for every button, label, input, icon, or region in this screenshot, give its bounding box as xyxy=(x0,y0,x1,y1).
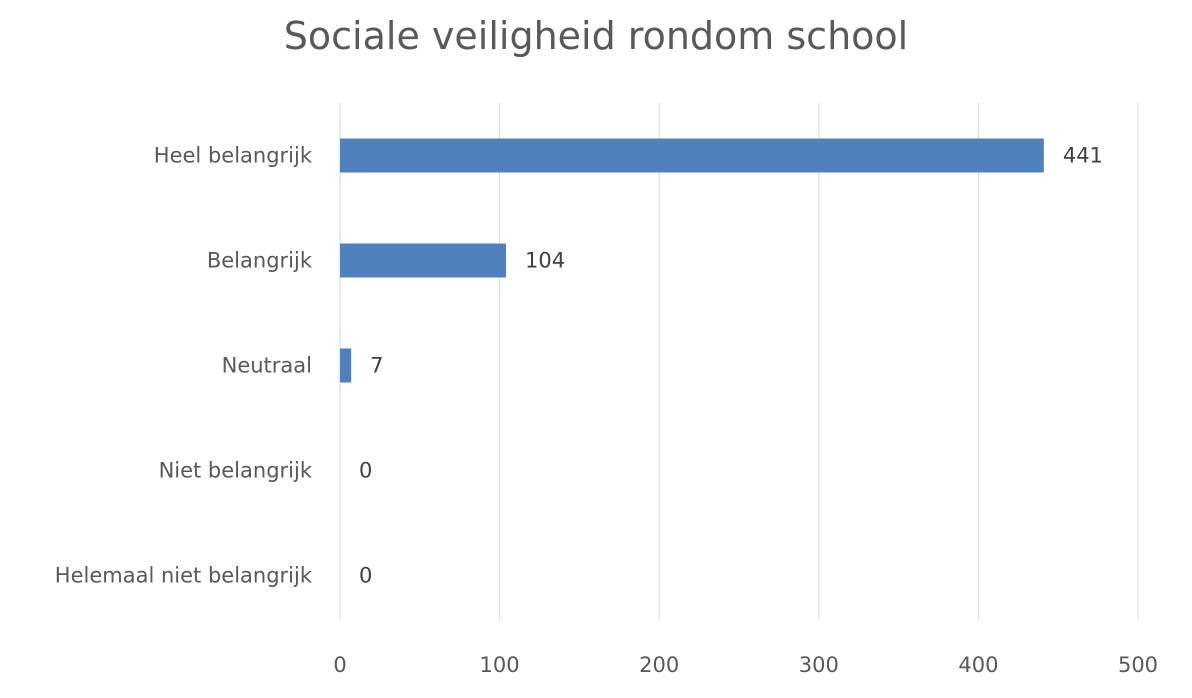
data-label: 104 xyxy=(525,249,565,273)
x-tick-label: 0 xyxy=(333,653,346,677)
data-label: 441 xyxy=(1063,144,1103,168)
data-label: 0 xyxy=(359,459,372,483)
x-tick-label: 300 xyxy=(799,653,839,677)
chart-title: Sociale veiligheid rondom school xyxy=(283,14,909,58)
x-tick-label: 200 xyxy=(639,653,679,677)
data-label: 0 xyxy=(359,564,372,588)
x-tick-label: 500 xyxy=(1118,653,1158,677)
category-label: Belangrijk xyxy=(207,249,313,273)
bar xyxy=(340,348,352,383)
category-label: Niet belangrijk xyxy=(159,459,313,483)
x-tick-label: 400 xyxy=(958,653,998,677)
category-label: Heel belangrijk xyxy=(154,144,313,168)
bar xyxy=(340,138,1044,173)
category-label: Neutraal xyxy=(222,354,312,378)
x-tick-label: 100 xyxy=(480,653,520,677)
data-label: 7 xyxy=(370,354,383,378)
bar xyxy=(340,243,506,278)
category-label: Helemaal niet belangrijk xyxy=(55,564,313,588)
